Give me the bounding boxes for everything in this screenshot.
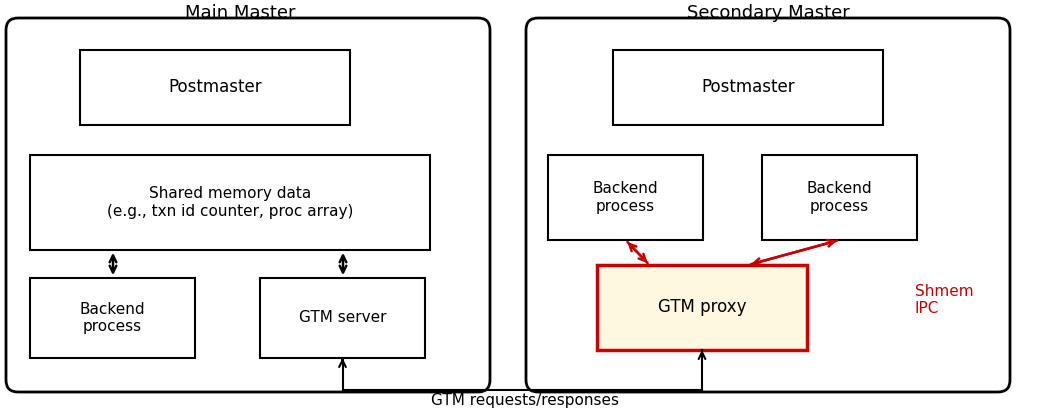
Text: Main Master: Main Master — [185, 4, 295, 22]
Text: Postmaster: Postmaster — [701, 79, 795, 97]
Text: Backend
process: Backend process — [80, 302, 145, 334]
Text: GTM proxy: GTM proxy — [658, 299, 746, 317]
Text: Backend
process: Backend process — [593, 181, 658, 214]
Bar — [762, 155, 918, 240]
Text: Postmaster: Postmaster — [168, 79, 262, 97]
Bar — [30, 278, 195, 358]
Text: Backend
process: Backend process — [807, 181, 872, 214]
FancyBboxPatch shape — [526, 18, 1010, 392]
Bar — [548, 155, 703, 240]
Bar — [613, 50, 883, 125]
Bar — [260, 278, 425, 358]
FancyBboxPatch shape — [6, 18, 490, 392]
Text: Shmem
IPC: Shmem IPC — [915, 284, 973, 316]
Bar — [597, 265, 807, 350]
Text: GTM requests/responses: GTM requests/responses — [431, 393, 619, 407]
Text: Secondary Master: Secondary Master — [686, 4, 849, 22]
Bar — [30, 155, 430, 250]
Text: Shared memory data
(e.g., txn id counter, proc array): Shared memory data (e.g., txn id counter… — [107, 186, 353, 219]
Bar — [80, 50, 350, 125]
Text: GTM server: GTM server — [298, 310, 387, 326]
